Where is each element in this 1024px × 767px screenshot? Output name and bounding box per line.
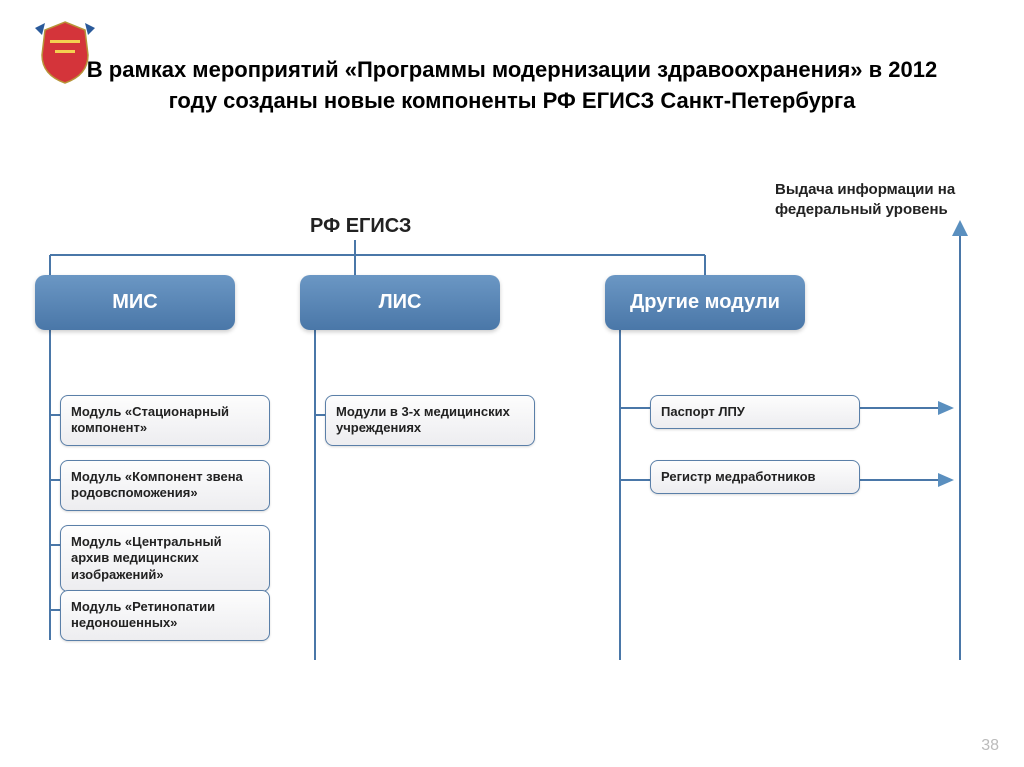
sub-node: Модуль «Ретинопатии недоношенных» bbox=[60, 590, 270, 641]
sub-node: Модуль «Стационарный компонент» bbox=[60, 395, 270, 446]
main-node: МИС bbox=[35, 275, 235, 330]
root-label: РФ ЕГИСЗ bbox=[310, 215, 411, 238]
sub-node: Модуль «Компонент звена родовспоможения» bbox=[60, 460, 270, 511]
sub-node: Регистр медработников bbox=[650, 460, 860, 494]
org-diagram: РФ ЕГИСЗ Выдача информации на федеральны… bbox=[0, 180, 1024, 767]
output-label: Выдача информации на федеральный уровень bbox=[775, 180, 995, 219]
main-node: Другие модули bbox=[605, 275, 805, 330]
sub-node: Модули в 3-х медицинских учреждениях bbox=[325, 395, 535, 446]
page-number: 38 bbox=[981, 737, 999, 755]
main-node: ЛИС bbox=[300, 275, 500, 330]
sub-node: Модуль «Центральный архив медицинских из… bbox=[60, 525, 270, 592]
page-title: В рамках мероприятий «Программы модерниз… bbox=[80, 55, 944, 117]
sub-node: Паспорт ЛПУ bbox=[650, 395, 860, 429]
